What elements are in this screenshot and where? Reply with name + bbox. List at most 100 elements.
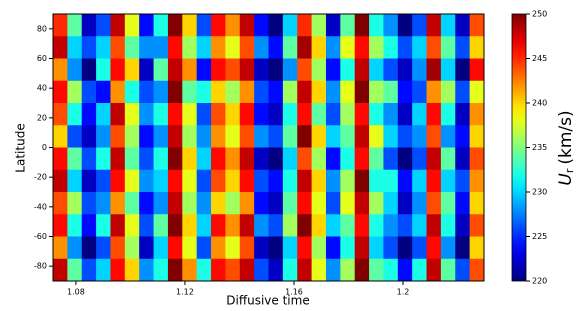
heatmap-cell — [96, 192, 111, 215]
heatmap-cell — [81, 125, 97, 148]
heatmap-cell — [325, 58, 341, 82]
colorbar-tick-label: 250 — [532, 10, 547, 19]
heatmap-cell — [96, 36, 111, 59]
heatmap-cell — [110, 258, 126, 282]
heatmap-cell — [455, 14, 471, 37]
heatmap-cell — [196, 103, 212, 126]
x-tick-label: 1.12 — [176, 288, 194, 297]
heatmap-cell — [440, 236, 456, 260]
heatmap-cell — [354, 80, 370, 104]
heatmap-cell — [369, 169, 384, 193]
heatmap-cell — [254, 214, 269, 237]
heatmap-cell — [110, 236, 126, 260]
heatmap-cell — [455, 236, 471, 260]
heatmap-cell — [455, 147, 471, 171]
heatmap-cell — [282, 147, 298, 171]
colorbar-tick-label: 245 — [532, 54, 547, 63]
heatmap-cell — [53, 125, 68, 148]
heatmap-cell — [53, 169, 68, 193]
heatmap-cell — [81, 36, 97, 59]
heatmap-cell — [81, 169, 97, 193]
heatmap-cell — [311, 80, 327, 104]
heatmap-cell — [96, 58, 111, 82]
heatmap-cell — [124, 58, 140, 82]
heatmap-cell — [211, 192, 226, 215]
heatmap-cell — [383, 147, 399, 171]
heatmap-cell — [167, 36, 183, 59]
heatmap-cell — [340, 14, 356, 37]
heatmap-cell — [167, 192, 183, 215]
heatmap-cell — [297, 192, 313, 215]
heatmap-cell — [354, 58, 370, 82]
heatmap-cell — [297, 36, 313, 59]
heatmap-cell — [182, 169, 198, 193]
heatmap-cell — [182, 147, 198, 171]
heatmap-cell — [124, 169, 140, 193]
heatmap-cell — [167, 80, 183, 104]
heatmap-cell — [124, 36, 140, 59]
heatmap-cell — [153, 80, 169, 104]
y-tick-label: 60 — [37, 54, 47, 63]
heatmap-cell — [167, 14, 183, 37]
heatmap-cell — [96, 80, 111, 104]
heatmap-cell — [311, 192, 327, 215]
heatmap-cell — [340, 169, 356, 193]
heatmap-cell — [426, 125, 442, 148]
heatmap-cell — [455, 103, 471, 126]
heatmap-cell — [297, 214, 313, 237]
heatmap-cell — [455, 36, 471, 59]
heatmap-cell — [369, 58, 384, 82]
colorbar-symbol: U — [556, 173, 576, 186]
heatmap-cell — [81, 258, 97, 282]
heatmap-cell — [81, 192, 97, 215]
heatmap-cell — [369, 147, 384, 171]
heatmap-cell — [369, 125, 384, 148]
heatmap-cell — [153, 214, 169, 237]
heatmap-cell — [455, 169, 471, 193]
heatmap-cell — [254, 169, 269, 193]
heatmap-cell — [455, 125, 471, 148]
heatmap-cell — [81, 80, 97, 104]
heatmap-cell — [239, 258, 255, 282]
heatmap-cell — [182, 125, 198, 148]
heatmap-cell — [239, 36, 255, 59]
heatmap-cell — [369, 258, 384, 282]
heatmap-cell — [225, 36, 241, 59]
heatmap-cell — [211, 36, 226, 59]
heatmap-cell — [182, 103, 198, 126]
heatmap-cell — [239, 192, 255, 215]
y-tick-label: 0 — [42, 143, 47, 152]
heatmap-cell — [412, 192, 428, 215]
heatmap-cell — [124, 80, 140, 104]
heatmap-cell — [383, 192, 399, 215]
heatmap-cell — [81, 14, 97, 37]
heatmap-cell — [182, 80, 198, 104]
heatmap-cell — [196, 58, 212, 82]
heatmap-cell — [110, 103, 126, 126]
heatmap-cell — [412, 80, 428, 104]
heatmap-cell — [153, 147, 169, 171]
heatmap-cell — [383, 125, 399, 148]
heatmap-cell — [167, 147, 183, 171]
heatmap-cell — [426, 103, 442, 126]
heatmap-cell — [455, 192, 471, 215]
heatmap-cell — [254, 103, 269, 126]
heatmap-cell — [469, 125, 485, 148]
heatmap-cell — [383, 169, 399, 193]
heatmap-cell — [325, 236, 341, 260]
heatmap-cell — [67, 103, 83, 126]
heatmap-cell — [297, 169, 313, 193]
heatmap-cell — [369, 80, 384, 104]
heatmap-cell — [440, 103, 456, 126]
y-tick-label: -40 — [34, 202, 47, 211]
heatmap-cell — [153, 103, 169, 126]
heatmap-cell — [67, 236, 83, 260]
heatmap-cell — [282, 214, 298, 237]
heatmap-cell — [96, 214, 111, 237]
heatmap-cell — [297, 80, 313, 104]
heatmap-cell — [282, 258, 298, 282]
heatmap-cell — [153, 58, 169, 82]
heatmap-cell — [96, 258, 111, 282]
heatmap-cell — [139, 236, 155, 260]
heatmap-cell — [426, 169, 442, 193]
